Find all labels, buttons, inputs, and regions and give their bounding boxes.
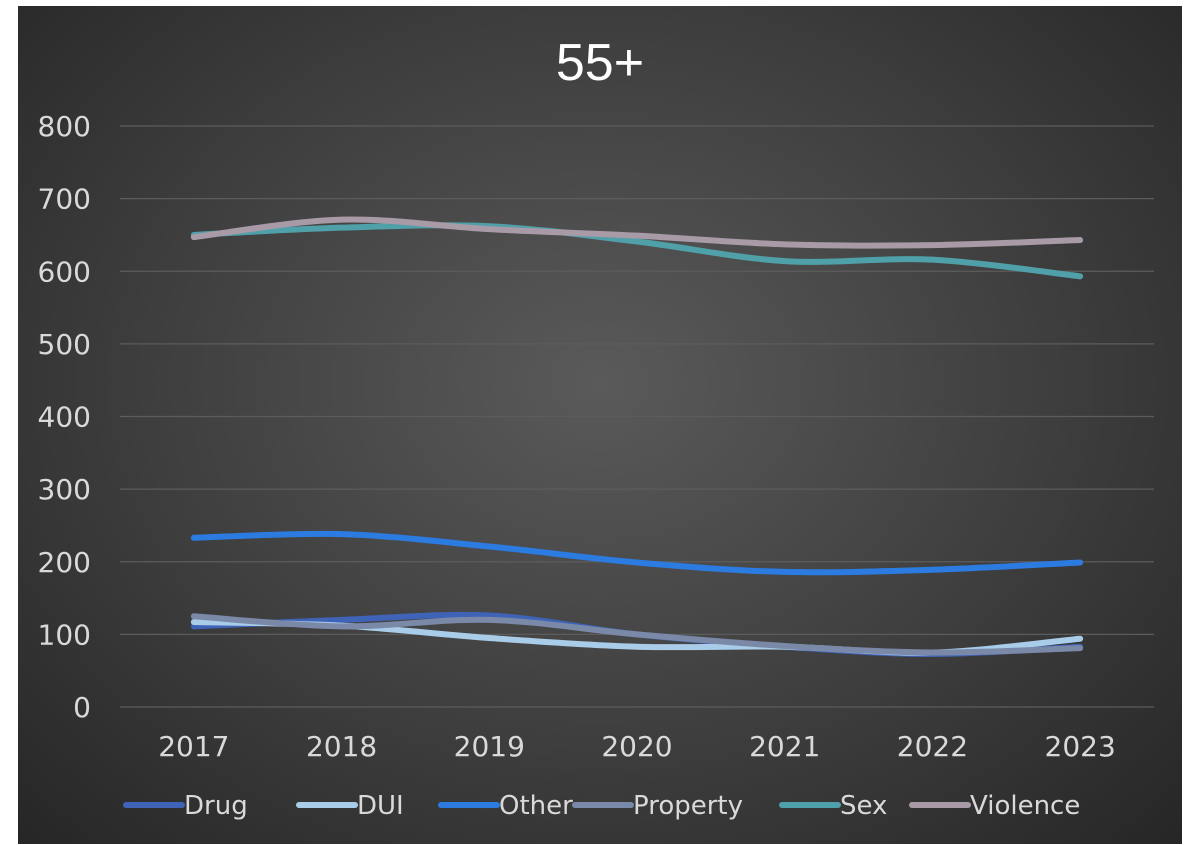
series-line-other	[190, 530, 1084, 576]
y-tick-label: 200	[38, 546, 91, 579]
legend: Drug DUI Other Property Sex Violence	[123, 791, 1080, 821]
legend-label-drug: Drug	[184, 791, 248, 821]
series-lines	[190, 216, 1084, 657]
y-tick-label: 600	[38, 255, 91, 288]
legend-label-dui: DUI	[357, 791, 404, 821]
y-axis-ticks: 0 100 200 300 400 500 600 700 800	[38, 110, 91, 724]
y-tick-label: 700	[38, 183, 91, 216]
x-tick-label: 2018	[306, 730, 377, 763]
x-tick-label: 2019	[454, 730, 525, 763]
x-tick-label: 2020	[601, 730, 672, 763]
series-line-sex	[190, 222, 1084, 280]
y-tick-label: 800	[38, 110, 91, 143]
gridlines	[120, 125, 1154, 708]
x-tick-label: 2017	[158, 730, 229, 763]
x-axis-ticks: 2017 2018 2019 2020 2021 2022 2023	[158, 730, 1116, 763]
y-tick-label: 400	[38, 401, 91, 434]
legend-label-violence: Violence	[970, 791, 1080, 821]
chart-frame: 0 100 200 300 400 500 600 700 800 2017 2018 2019 20…	[18, 6, 1182, 844]
x-tick-label: 2022	[897, 730, 968, 763]
y-tick-label: 100	[38, 618, 91, 651]
legend-label-property: Property	[633, 791, 743, 821]
x-tick-label: 2023	[1045, 730, 1116, 763]
series-line-property	[190, 613, 1084, 656]
series-line-violence	[190, 216, 1084, 249]
legend-label-sex: Sex	[840, 791, 887, 821]
chart-title: 55+	[556, 34, 644, 92]
x-tick-label: 2021	[749, 730, 820, 763]
y-tick-label: 300	[38, 473, 91, 506]
y-tick-label: 500	[38, 328, 91, 361]
y-tick-label: 0	[73, 691, 91, 724]
legend-label-other: Other	[499, 791, 573, 821]
